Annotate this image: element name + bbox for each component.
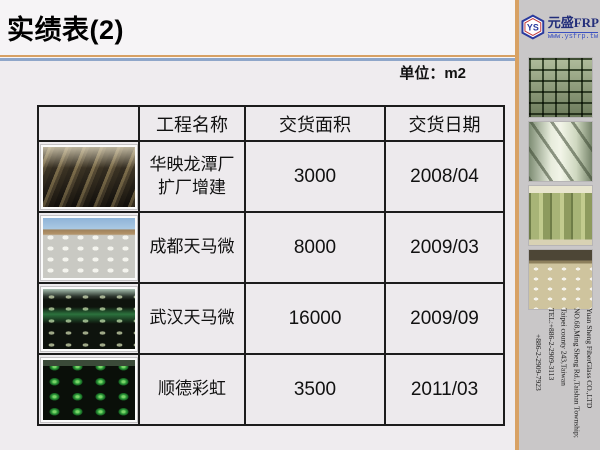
company-logo: YS 元盛FRP www.ysfrp.tw xyxy=(520,12,599,41)
company-address-2: Taipei county 243,Taiwan xyxy=(559,308,569,386)
logo-monogram: YS xyxy=(527,22,539,32)
header-photo xyxy=(39,107,138,140)
project-name: 武汉天马微 xyxy=(140,284,244,353)
delivery-date: 2008/04 xyxy=(386,142,503,211)
ys-hexagon-logo-icon: YS xyxy=(521,13,545,40)
slide-main-area: 实绩表(2) 单位：m2 工程名称 交货面积 交货日期 华映龙潭厂扩厂增建 30… xyxy=(0,0,515,426)
delivery-area: 3500 xyxy=(246,355,384,424)
frp-waffle-ceiling-photo xyxy=(528,57,593,118)
delivery-date: 2009/03 xyxy=(386,213,503,282)
project-name: 顺德彩虹 xyxy=(140,355,244,424)
frp-storage-tanks-photo xyxy=(528,185,593,246)
company-contact-info: Yuan Sheng FiberGlass CO.,LTD NO.68,Ming… xyxy=(531,308,595,448)
table-row-1-photo-cell xyxy=(39,142,138,211)
delivery-area: 16000 xyxy=(246,284,384,353)
page-title: 实绩表(2) xyxy=(7,15,124,45)
company-name-cn: 元盛FRP xyxy=(547,15,599,30)
table-row-2-photo-cell xyxy=(39,213,138,282)
vertical-divider xyxy=(515,0,519,450)
project-name: 成都天马微 xyxy=(140,213,244,282)
chengdu-tianma-construction-photo xyxy=(40,215,137,280)
frp-floor-columns-photo xyxy=(528,249,593,310)
table-row-4-photo-cell xyxy=(39,355,138,424)
company-sidebar: YS 元盛FRP www.ysfrp.tw Yuan Sheng FiberGl… xyxy=(519,0,600,450)
delivery-area: 8000 xyxy=(246,213,384,282)
delivery-date: 2009/09 xyxy=(386,284,503,353)
shunde-caihong-green-domes-photo xyxy=(40,357,137,422)
company-website: www.ysfrp.tw xyxy=(547,32,599,41)
wuhan-tianma-interior-photo xyxy=(40,286,137,351)
logo-text: 元盛FRP www.ysfrp.tw xyxy=(547,12,599,41)
header-delivery-area: 交货面积 xyxy=(246,107,384,140)
table-row-3-photo-cell xyxy=(39,284,138,353)
projects-table: 工程名称 交货面积 交货日期 华映龙潭厂扩厂增建 3000 2008/04 成都… xyxy=(37,105,505,426)
huaying-longtan-construction-photo xyxy=(40,144,137,209)
header-project-name: 工程名称 xyxy=(140,107,244,140)
title-bar: 实绩表(2) xyxy=(0,0,515,55)
delivery-area: 3000 xyxy=(246,142,384,211)
sidebar-photo-strip xyxy=(528,57,593,313)
header-delivery-date: 交货日期 xyxy=(386,107,503,140)
company-name-en: Yuan Sheng FiberGlass CO.,LTD xyxy=(585,308,594,409)
delivery-date: 2011/03 xyxy=(386,355,503,424)
company-tel-2: +886-2-2909-7923 xyxy=(534,334,543,391)
company-address-1: NO.68,Ming Sheng Rd.,Taishan Township; xyxy=(572,308,582,438)
project-name: 华映龙潭厂扩厂增建 xyxy=(140,142,244,211)
frp-tank-pipes-photo xyxy=(528,121,593,182)
unit-label: 单位：m2 xyxy=(399,65,466,82)
title-divider xyxy=(0,55,515,62)
company-tel-1: TEL:+886-2-2909-3113 xyxy=(546,308,556,381)
